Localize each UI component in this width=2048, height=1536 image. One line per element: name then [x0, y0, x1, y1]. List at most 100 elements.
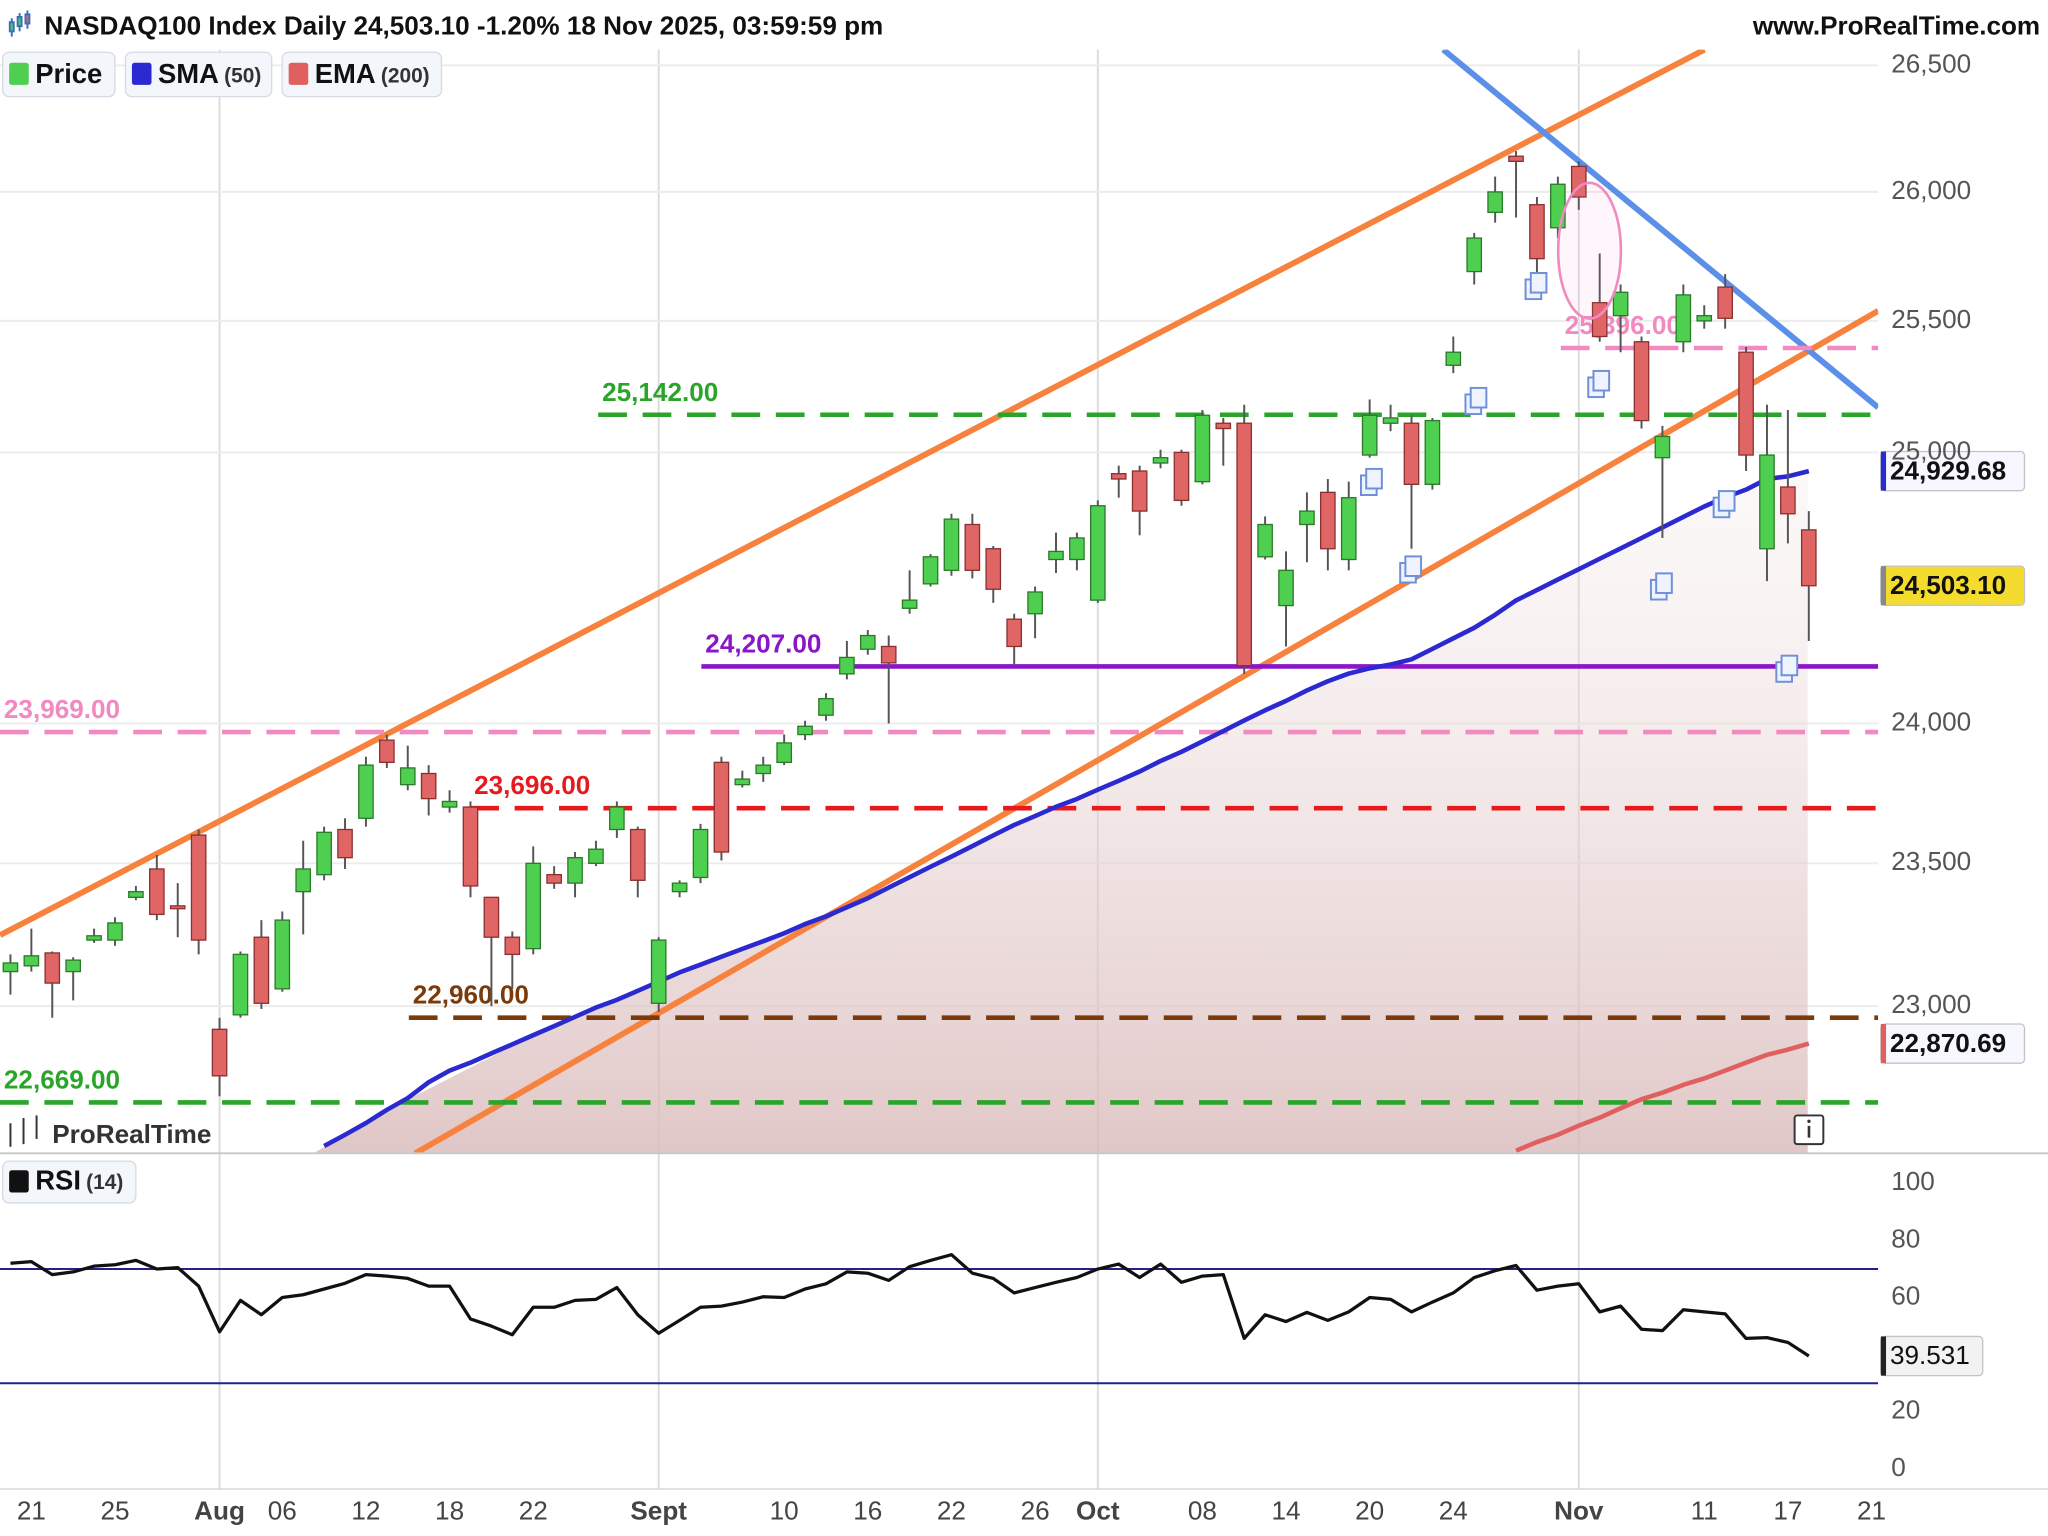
candle-body [504, 936, 521, 956]
note-icon [1592, 369, 1611, 392]
candle-body [1048, 550, 1064, 561]
candle-body [1612, 291, 1629, 317]
x-tick-label: 24 [1439, 1495, 1468, 1525]
x-tick-label: 21 [1857, 1495, 1886, 1525]
candle-body [1508, 155, 1524, 162]
candle-body [274, 919, 291, 990]
legend-box [124, 51, 273, 98]
candle-body [1236, 422, 1253, 667]
x-tick-label: 11 [1691, 1495, 1718, 1525]
candle-body [1215, 422, 1232, 430]
candle-body [818, 697, 834, 716]
legend-label: Price [35, 58, 102, 89]
info-button[interactable] [1793, 1114, 1825, 1146]
candle-body [65, 959, 82, 973]
shaded-area [313, 472, 1808, 1154]
candle-body [1424, 419, 1441, 485]
value-box-edge [1880, 451, 1887, 491]
watermark-text: ProRealTime [52, 1119, 211, 1149]
candle-body [232, 953, 249, 1016]
candle-body [1299, 510, 1315, 526]
value-box-edge [1880, 566, 1887, 606]
value-label: 22,870.69 [1890, 1028, 2006, 1058]
x-tick-label: 12 [351, 1495, 380, 1525]
candle-body [1006, 618, 1023, 648]
candle-body [964, 523, 981, 571]
candle-body [1696, 315, 1713, 322]
x-tick-label: 21 [17, 1495, 46, 1525]
candle-body [1675, 294, 1692, 343]
legend-label: SMA [158, 58, 219, 89]
note-icon [1655, 572, 1673, 594]
level-label: 24,207.00 [705, 628, 821, 658]
candle-body [901, 599, 918, 609]
candle-body [1759, 454, 1775, 550]
x-tick-label: 08 [1188, 1495, 1217, 1525]
rsi-legend-label: RSI [35, 1164, 81, 1195]
overlay: 24,503.10 24,929.68 22,870.69 39.531 [1880, 450, 2026, 1377]
legend-period: (200) [381, 65, 430, 88]
title-bar: NASDAQ100 Index Daily 24,503.10 -1.20% 1… [8, 10, 2040, 40]
ma-line [1515, 1041, 1810, 1153]
x-tick-label: Nov [1554, 1495, 1604, 1525]
candle-body [1089, 505, 1106, 601]
y-tick-label: 24,000 [1891, 706, 1971, 736]
candle-body [776, 742, 792, 764]
candle-body [859, 634, 876, 650]
y-tick-label: 23,500 [1891, 846, 1971, 876]
legend-box [281, 51, 443, 98]
candle-body [1361, 414, 1378, 456]
value-label: 24,503.10 [1890, 570, 2006, 600]
x-tick-label: 25 [100, 1495, 129, 1525]
candle-body [169, 905, 186, 910]
candle-body [1529, 204, 1545, 260]
legend-label: EMA [315, 58, 376, 89]
note-icons [1359, 272, 1799, 683]
x-tick-label: 06 [268, 1495, 297, 1525]
candle-body [525, 862, 542, 950]
rsi-legend-box [1, 1160, 137, 1204]
candle-body [190, 834, 207, 941]
price-pane: 25,142.00 24,207.00 23,969.00 23,696.00 22,9… [0, 49, 1879, 1154]
candle-body [148, 868, 165, 916]
x-tick-label: 14 [1271, 1495, 1300, 1525]
chart-title: NASDAQ100 Index Daily 24,503.10 -1.20% 1… [44, 10, 883, 40]
note-icon [1469, 386, 1488, 409]
candle-body [399, 767, 416, 786]
candle-body [797, 725, 813, 736]
candle-body [295, 868, 312, 893]
candle-body [462, 806, 479, 887]
levels: 25,142.00 24,207.00 23,969.00 23,696.00 22,9… [0, 310, 1879, 1105]
rsi-legend-swatch [9, 1170, 29, 1193]
legend-swatch [9, 62, 29, 85]
rsi-pane [0, 1253, 1879, 1385]
candle-body [755, 764, 772, 775]
note-icon [1717, 490, 1736, 512]
candle-body [567, 857, 583, 884]
candle-body [1382, 417, 1399, 424]
candle-body [44, 952, 61, 984]
candle-body [1320, 491, 1336, 550]
candle-body [1340, 497, 1357, 561]
candle-body [441, 800, 458, 808]
x-tick-label: 10 [770, 1495, 799, 1525]
moving-averages [323, 468, 1810, 1153]
candle-body [985, 548, 1002, 590]
level-label: 22,669.00 [4, 1064, 120, 1094]
candle-body [1654, 435, 1671, 459]
rsi-tick-label: 60 [1891, 1280, 1920, 1310]
note-icon [1365, 467, 1383, 490]
title-icon [8, 10, 31, 37]
x-tick-label: Aug [194, 1495, 245, 1525]
candle-body [128, 890, 144, 898]
ma-line [323, 468, 1810, 1149]
channel-lower-line [413, 308, 1879, 1154]
candle-body [943, 518, 960, 571]
watermark: ProRealTime [9, 1115, 211, 1149]
candle-body [588, 848, 604, 864]
x-tick-label: 26 [1021, 1495, 1050, 1525]
source-url[interactable]: www.ProRealTime.com [1752, 10, 2040, 40]
candle-body [2, 962, 19, 973]
candle-body [337, 828, 353, 859]
